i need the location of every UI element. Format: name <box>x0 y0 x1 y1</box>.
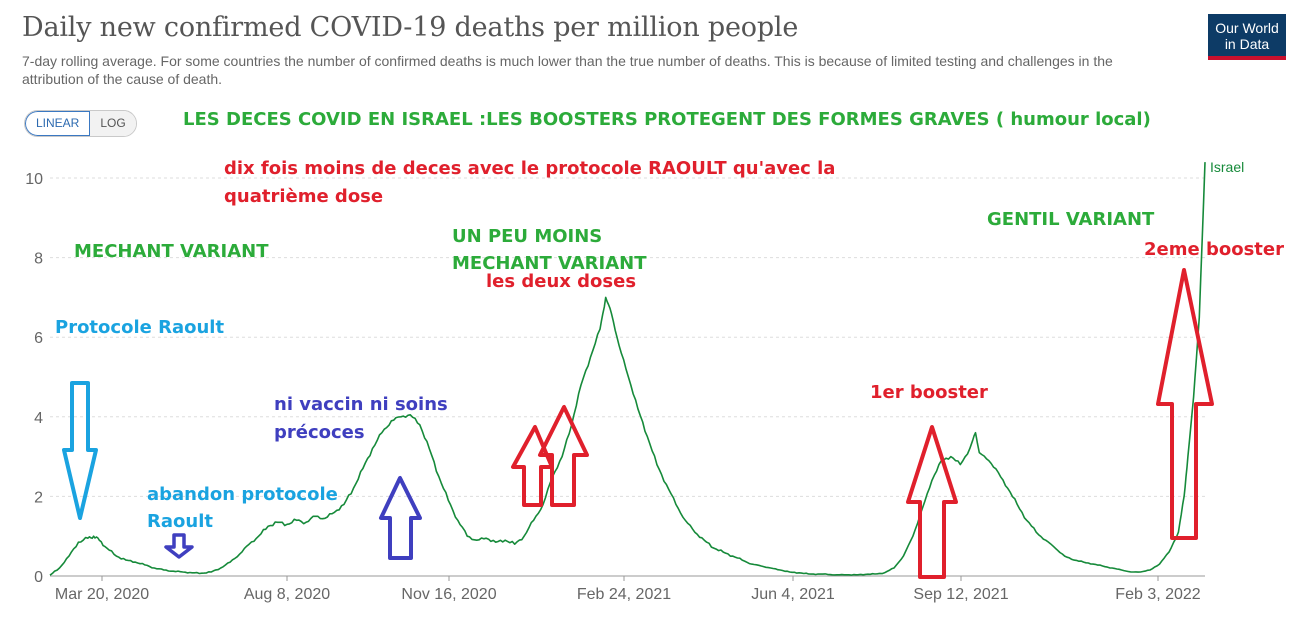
deux-doses-label: les deux doses <box>486 271 636 292</box>
arrow-up-booster-1 <box>906 425 958 579</box>
abandon-line-1: abandon protocole <box>147 484 338 505</box>
x-tick-label-1: Aug 8, 2020 <box>244 586 330 603</box>
x-tick-label-0: Mar 20, 2020 <box>55 586 149 603</box>
ni-vaccin-line-2: précoces <box>274 422 365 443</box>
x-axis-ticks: Mar 20, 2020 Aug 8, 2020 Nov 16, 2020 Feb 2… <box>55 576 1201 603</box>
arrow-down-protocole-raoult <box>62 381 98 520</box>
raoult-comparison-line-1: dix fois moins de deces avec le protocol… <box>224 158 835 179</box>
x-tick-label-2: Nov 16, 2020 <box>401 586 496 603</box>
header-note: LES DECES COVID EN ISRAEL :LES BOOSTERS … <box>183 109 1151 130</box>
x-tick-label-5: Sep 12, 2021 <box>913 586 1008 603</box>
y-axis-ticks: 0 2 4 6 8 10 <box>25 171 43 586</box>
chart-subtitle: 7-day rolling average. For some countrie… <box>22 53 1113 87</box>
annotation-arrows <box>62 268 1214 579</box>
y-tick-label-10: 10 <box>25 171 43 188</box>
logo-line-2: in Data <box>1224 36 1270 52</box>
y-tick-label-4: 4 <box>34 410 43 427</box>
un-peu-moins-line-2: MECHANT VARIANT <box>452 253 647 274</box>
gentil-variant-label: GENTIL VARIANT <box>987 209 1155 230</box>
logo-line-1: Our World <box>1215 20 1279 36</box>
un-peu-moins-line-1: UN PEU MOINS <box>452 226 602 247</box>
owid-logo[interactable]: Our World in Data <box>1208 14 1286 60</box>
mechant-variant-label: MECHANT VARIANT <box>74 241 269 262</box>
series-line-israel <box>49 162 1206 576</box>
y-tick-label-0: 0 <box>34 569 43 586</box>
gridlines <box>50 177 1205 577</box>
x-tick-label-6: Feb 3, 2022 <box>1115 586 1201 603</box>
log-scale-button[interactable]: LOG <box>90 111 136 136</box>
y-tick-label-8: 8 <box>34 251 43 268</box>
x-tick-label-4: Jun 4, 2021 <box>751 586 835 603</box>
deuxieme-booster-label: 2eme booster <box>1144 239 1284 260</box>
y-tick-label-6: 6 <box>34 330 43 347</box>
premier-booster-label: 1er booster <box>870 382 988 403</box>
scale-toggle[interactable]: LINEAR LOG <box>24 110 137 137</box>
series-label-israel: Israel <box>1210 159 1244 175</box>
protocole-raoult-label: Protocole Raoult <box>55 317 224 338</box>
chart-title: Daily new confirmed COVID-19 deaths per … <box>22 12 799 43</box>
y-tick-label-2: 2 <box>34 489 43 506</box>
abandon-line-2: Raoult <box>147 511 213 532</box>
ni-vaccin-line-1: ni vaccin ni soins <box>274 394 448 415</box>
series-layer: Israel <box>49 159 1244 576</box>
linear-scale-button[interactable]: LINEAR <box>25 111 91 136</box>
arrow-down-abandon-raoult <box>164 533 194 559</box>
arrow-up-dose-2 <box>538 405 589 507</box>
raoult-comparison-line-2: quatrième dose <box>224 186 383 207</box>
annotation-labels: LES DECES COVID EN ISRAEL :LES BOOSTERS … <box>55 109 1284 532</box>
arrow-up-ni-vaccin <box>379 476 422 560</box>
arrow-up-booster-2 <box>1156 268 1214 540</box>
x-tick-label-3: Feb 24, 2021 <box>577 586 671 603</box>
